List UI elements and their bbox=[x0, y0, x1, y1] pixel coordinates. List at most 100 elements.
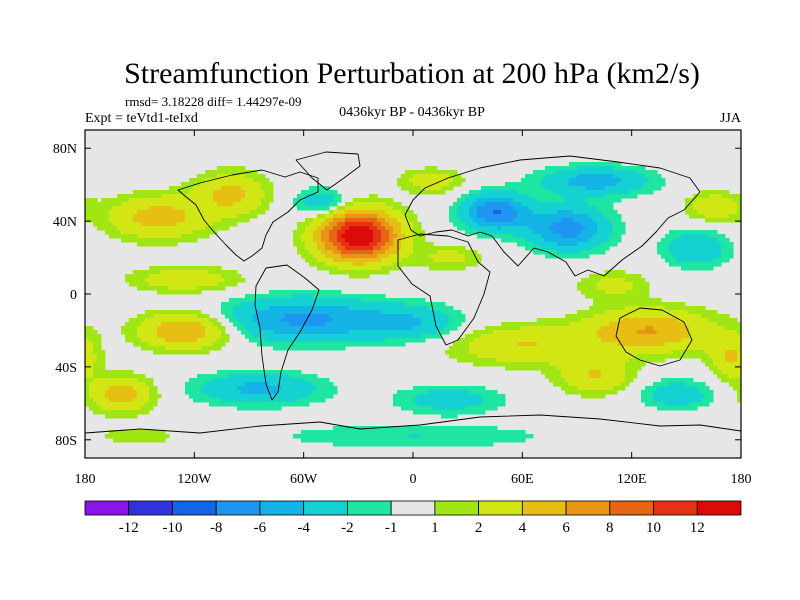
field-cell bbox=[621, 306, 626, 311]
field-cell bbox=[477, 226, 482, 231]
field-cell bbox=[397, 262, 402, 267]
field-cell bbox=[137, 390, 142, 395]
field-cell bbox=[229, 174, 234, 179]
field-cell bbox=[601, 342, 606, 347]
field-cell bbox=[97, 346, 102, 351]
field-cell bbox=[465, 334, 470, 339]
field-cell bbox=[601, 366, 606, 371]
field-cell bbox=[497, 434, 502, 439]
field-cell bbox=[561, 342, 566, 347]
field-cell bbox=[493, 210, 498, 215]
field-cell bbox=[541, 322, 546, 327]
field-cell bbox=[477, 206, 482, 211]
field-cell bbox=[153, 322, 158, 327]
field-cell bbox=[585, 214, 590, 219]
field-cell bbox=[85, 390, 90, 395]
field-cell bbox=[453, 346, 458, 351]
field-cell bbox=[549, 206, 554, 211]
field-cell bbox=[593, 334, 598, 339]
field-cell bbox=[385, 218, 390, 223]
field-cell bbox=[385, 206, 390, 211]
field-cell bbox=[585, 382, 590, 387]
field-cell bbox=[497, 194, 502, 199]
field-cell bbox=[557, 346, 562, 351]
field-cell bbox=[601, 394, 606, 399]
field-cell bbox=[597, 386, 602, 391]
field-cell bbox=[237, 218, 242, 223]
field-cell bbox=[325, 318, 330, 323]
field-cell bbox=[537, 362, 542, 367]
field-cell bbox=[569, 226, 574, 231]
field-cell bbox=[537, 178, 542, 183]
field-cell bbox=[121, 238, 126, 243]
field-cell bbox=[569, 190, 574, 195]
field-cell bbox=[365, 430, 370, 435]
field-cell bbox=[589, 366, 594, 371]
field-cell bbox=[261, 178, 266, 183]
field-cell bbox=[149, 214, 154, 219]
field-cell bbox=[597, 314, 602, 319]
field-cell bbox=[569, 222, 574, 227]
field-cell bbox=[485, 390, 490, 395]
field-cell bbox=[525, 338, 530, 343]
field-cell bbox=[213, 278, 218, 283]
field-cell bbox=[421, 262, 426, 267]
field-cell bbox=[117, 434, 122, 439]
field-cell bbox=[421, 390, 426, 395]
field-cell bbox=[293, 390, 298, 395]
field-cell bbox=[333, 338, 338, 343]
field-cell bbox=[333, 342, 338, 347]
field-cell bbox=[185, 330, 190, 335]
field-cell bbox=[129, 206, 134, 211]
field-cell bbox=[517, 186, 522, 191]
field-cell bbox=[417, 318, 422, 323]
field-cell bbox=[129, 406, 134, 411]
field-cell bbox=[569, 238, 574, 243]
field-cell bbox=[241, 166, 246, 171]
field-cell bbox=[457, 338, 462, 343]
field-cell bbox=[177, 350, 182, 355]
field-cell bbox=[369, 214, 374, 219]
field-cell bbox=[405, 206, 410, 211]
field-cell bbox=[257, 402, 262, 407]
field-cell bbox=[305, 230, 310, 235]
field-cell bbox=[213, 338, 218, 343]
field-cell bbox=[541, 358, 546, 363]
field-cell bbox=[381, 442, 386, 447]
field-cell bbox=[501, 190, 506, 195]
field-cell bbox=[601, 222, 606, 227]
field-cell bbox=[357, 206, 362, 211]
field-cell bbox=[353, 294, 358, 299]
field-cell bbox=[165, 234, 170, 239]
field-cell bbox=[153, 238, 158, 243]
field-cell bbox=[453, 178, 458, 183]
field-cell bbox=[621, 386, 626, 391]
field-cell bbox=[617, 162, 622, 167]
field-cell bbox=[529, 246, 534, 251]
field-cell bbox=[505, 186, 510, 191]
field-cell bbox=[289, 334, 294, 339]
field-cell bbox=[173, 338, 178, 343]
field-cell bbox=[413, 246, 418, 251]
field-cell bbox=[237, 306, 242, 311]
field-cell bbox=[585, 338, 590, 343]
field-cell bbox=[325, 222, 330, 227]
field-cell bbox=[197, 322, 202, 327]
field-cell bbox=[413, 250, 418, 255]
field-cell bbox=[437, 394, 442, 399]
field-cell bbox=[309, 194, 314, 199]
field-cell bbox=[449, 266, 454, 271]
field-cell bbox=[429, 262, 434, 267]
field-cell bbox=[333, 266, 338, 271]
field-cell bbox=[409, 170, 414, 175]
field-cell bbox=[617, 366, 622, 371]
field-cell bbox=[221, 342, 226, 347]
field-cell bbox=[89, 334, 94, 339]
field-cell bbox=[589, 242, 594, 247]
field-cell bbox=[377, 334, 382, 339]
field-cell bbox=[545, 238, 550, 243]
field-cell bbox=[517, 326, 522, 331]
field-cell bbox=[305, 378, 310, 383]
field-cell bbox=[617, 298, 622, 303]
field-cell bbox=[241, 374, 246, 379]
